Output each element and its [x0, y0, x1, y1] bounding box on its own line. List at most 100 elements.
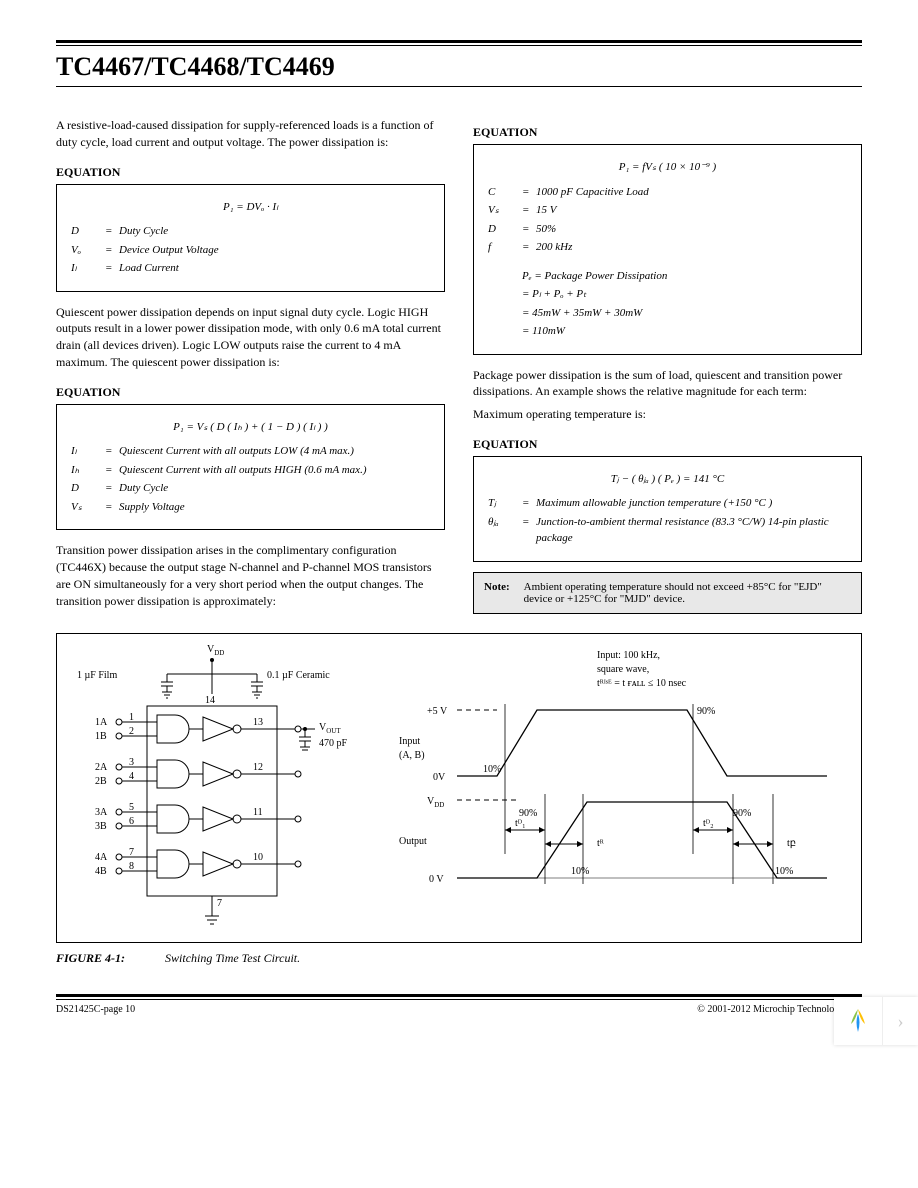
pin7: 7 [217, 898, 222, 909]
eq2-def-0: Iₗ=Quiescent Current with all outputs LO… [71, 443, 430, 460]
cap1-label: 1 µF Film [77, 670, 117, 681]
equation-3-label: EQUATION [473, 125, 862, 140]
figure-timing: Input: 100 kHz, square wave, tᴿᴵˢᴱ = t ғ… [387, 634, 861, 942]
tD1-marker: tᴰ₁ [505, 818, 545, 833]
page-title: TC4467/TC4468/TC4469 [56, 46, 862, 86]
svg-text:8: 8 [129, 861, 134, 872]
cap2-icon [251, 674, 263, 698]
tF-marker: tբ [733, 838, 796, 849]
svg-text:3A: 3A [95, 807, 108, 818]
equation-3-box: P₁ = fVₛ ( 10 × 10⁻⁹ ) C=1000 pF Capacit… [473, 144, 862, 355]
cap2-label: 0.1 µF Ceramic [267, 670, 330, 681]
vdd-out: VDD [427, 796, 444, 809]
gate-row-2: 3A53B611 [95, 802, 301, 833]
eq1-def-1: Vₒ=Device Output Voltage [71, 242, 430, 259]
logo-icon[interactable] [834, 997, 882, 1045]
right-para2: Maximum operating temperature is: [473, 406, 862, 423]
timing-h2: square wave, [597, 664, 649, 675]
svg-text:2B: 2B [95, 776, 107, 787]
figure-number: FIGURE 4-1: [56, 951, 125, 966]
equation-4-label: EQUATION [473, 437, 862, 452]
cout-label: 470 pF [319, 738, 348, 749]
svg-text:90%: 90% [733, 808, 751, 819]
eq3-pkg-2: = 45mW + 35mW + 30mW [488, 305, 847, 322]
svg-text:1: 1 [129, 712, 134, 723]
svg-text:7: 7 [129, 847, 134, 858]
svg-text:11: 11 [253, 807, 263, 818]
left-column: A resistive-load-caused dissipation for … [56, 111, 445, 615]
timing-svg: Input: 100 kHz, square wave, tᴿᴵˢᴱ = t ғ… [387, 634, 847, 944]
v5: +5 V [427, 706, 448, 717]
eq2-def-3: Vₛ=Supply Voltage [71, 499, 430, 516]
figure-box: VDD 1 µF Film 0.1 µF Ceramic 14 1A11B213… [56, 633, 862, 943]
svg-text:13: 13 [253, 717, 263, 728]
timing-h3: tᴿᴵˢᴱ = t ғᴀʟʟ ≤ 10 nsec [597, 678, 687, 689]
note-label: Note: [484, 581, 510, 605]
svg-text:3B: 3B [95, 821, 107, 832]
eq3-def-0: C=1000 pF Capacitive Load [488, 184, 847, 201]
eq1-def-0: D=Duty Cycle [71, 223, 430, 240]
svg-text:tᴰ₂: tᴰ₂ [703, 818, 714, 829]
footer-rule-thin [56, 999, 862, 1000]
svg-text:10%: 10% [483, 764, 501, 775]
svg-text:tᴰ₁: tᴰ₁ [515, 818, 526, 829]
left-intro: A resistive-load-caused dissipation for … [56, 117, 445, 151]
equation-3-formula: P₁ = fVₛ ( 10 × 10⁻⁹ ) [488, 159, 847, 176]
gate-row-0: 1A11B213 [95, 712, 315, 743]
timing-h1: Input: 100 kHz, [597, 650, 660, 661]
footer-left: DS21425C-page 10 [56, 1004, 135, 1015]
cout-icon [299, 729, 311, 750]
equation-1-box: P₁ = DVₒ · Iₗ D=Duty Cycle Vₒ=Device Out… [56, 184, 445, 292]
note-box: Note: Ambient operating temperature shou… [473, 572, 862, 614]
eq3-pkg-1: = Pₗ + Pₒ + Pₜ [488, 286, 847, 303]
circuit-svg: VDD 1 µF Film 0.1 µF Ceramic 14 1A11B213… [57, 634, 387, 944]
nav-widget: › [834, 997, 918, 1045]
svg-text:10%: 10% [775, 866, 793, 877]
equation-2-box: P₁ = Vₛ ( D ( Iₕ ) + ( 1 − D ) ( Iₗ ) ) … [56, 404, 445, 531]
eq4-def-0: Tⱼ=Maximum allowable junction temperatur… [488, 495, 847, 512]
gate-row-3: 4A 7 4B 8 10 [95, 847, 301, 878]
right-para1: Package power dissipation is the sum of … [473, 367, 862, 401]
tD2-marker: tᴰ₂ [693, 818, 733, 833]
svg-text:10: 10 [253, 852, 263, 863]
left-para3: Transition power dissipation arises in t… [56, 542, 445, 609]
svg-text:10%: 10% [571, 866, 589, 877]
svg-text:90%: 90% [697, 706, 715, 717]
svg-text:4B: 4B [95, 866, 107, 877]
svg-text:1B: 1B [95, 731, 107, 742]
gate-row-1: 2A32B412 [95, 757, 301, 788]
equation-4-box: Tⱼ − ( θⱼₐ ) ( Pₑ ) = 141 °C Tⱼ=Maximum … [473, 456, 862, 562]
figure-circuit: VDD 1 µF Film 0.1 µF Ceramic 14 1A11B213… [57, 634, 387, 942]
input-label: Input [399, 736, 420, 747]
v0a: 0V [433, 772, 446, 783]
eq3-pkg-3: = 110mW [488, 323, 847, 340]
equation-2-formula: P₁ = Vₛ ( D ( Iₕ ) + ( 1 − D ) ( Iₗ ) ) [71, 419, 430, 436]
figure-caption: FIGURE 4-1: Switching Time Test Circuit. [56, 951, 862, 966]
vdd-label: VDD [207, 644, 224, 657]
svg-text:2A: 2A [95, 762, 108, 773]
eq3-pkg-0: Pₑ = Package Power Dissipation [488, 268, 847, 285]
v0b: 0 V [429, 874, 444, 885]
svg-text:tբ: tբ [787, 838, 796, 849]
equation-1-label: EQUATION [56, 165, 445, 180]
input-sub: (A, B) [399, 750, 425, 761]
svg-text:5: 5 [129, 802, 134, 813]
title-underline [56, 86, 862, 87]
tR-marker: tᴿ [545, 838, 605, 849]
next-page-button[interactable]: › [882, 997, 918, 1045]
eq4-def-1: θⱼₐ=Junction-to-ambient thermal resistan… [488, 514, 847, 547]
eq3-def-2: D=50% [488, 221, 847, 238]
eq3-def-3: f=200 kHz [488, 239, 847, 256]
svg-text:3: 3 [129, 757, 134, 768]
note-text: Ambient operating temperature should not… [524, 581, 851, 605]
eq2-def-1: Iₕ=Quiescent Current with all outputs HI… [71, 462, 430, 479]
equation-2-label: EQUATION [56, 385, 445, 400]
equation-4-formula: Tⱼ − ( θⱼₐ ) ( Pₑ ) = 141 °C [488, 471, 847, 488]
footer-rule-thick [56, 994, 862, 997]
svg-text:4A: 4A [95, 852, 108, 863]
vout-label: VOUT [319, 722, 341, 735]
equation-1-formula: P₁ = DVₒ · Iₗ [71, 199, 430, 216]
eq3-def-1: Vₛ=15 V [488, 202, 847, 219]
left-para2: Quiescent power dissipation depends on i… [56, 304, 445, 371]
cap1-icon [161, 674, 173, 698]
